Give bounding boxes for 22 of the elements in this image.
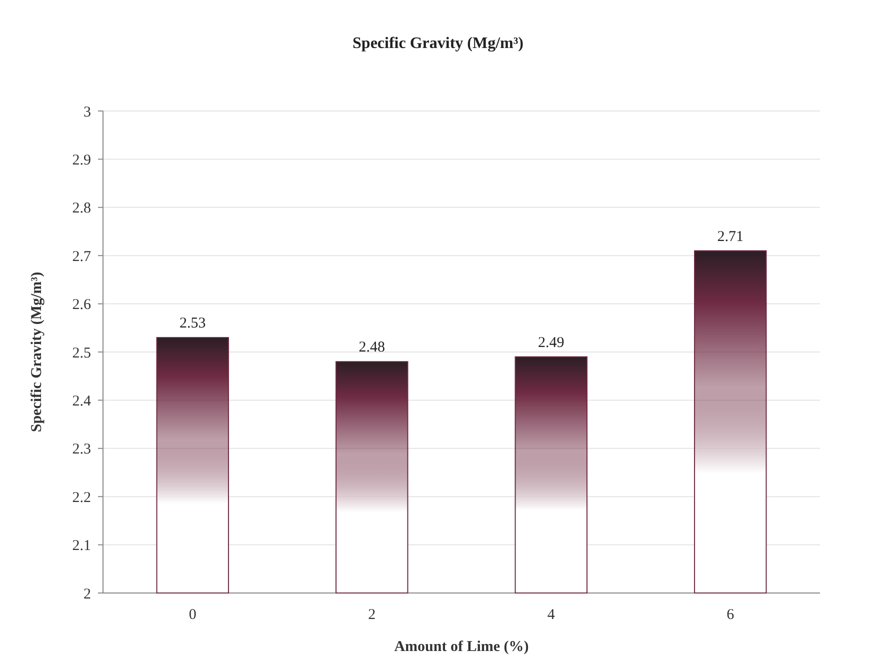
y-tick-label: 2.1 — [72, 538, 91, 554]
y-tick-label: 2.2 — [72, 490, 91, 506]
y-tick-label: 3 — [84, 104, 91, 120]
chart-title: Specific Gravity (Mg/m³) — [352, 35, 524, 52]
y-tick-label: 2.9 — [72, 152, 91, 168]
y-tick-label: 2.6 — [72, 297, 92, 314]
y-tick-label: 2.8 — [72, 200, 91, 217]
x-axis-title: Amount of Lime (%) — [394, 639, 529, 655]
x-tick-label: 2 — [368, 607, 376, 623]
x-tick-label: 4 — [547, 607, 556, 623]
y-tick-label: 2.3 — [72, 442, 91, 458]
data-label: 2.53 — [180, 316, 206, 332]
y-tick-label: 2.4 — [72, 393, 92, 410]
data-label: 2.48 — [358, 340, 385, 356]
y-tick-label: 2.7 — [72, 248, 92, 265]
data-label: 2.71 — [717, 228, 744, 245]
data-label: 2.49 — [538, 334, 564, 351]
x-tick-label: 0 — [188, 607, 196, 623]
y-tick-label: 2 — [84, 586, 91, 602]
x-tick-label: 6 — [726, 607, 735, 623]
y-axis-title: Specific Gravity (Mg/m³) — [29, 272, 45, 432]
y-tick-label: 2.5 — [72, 345, 91, 362]
